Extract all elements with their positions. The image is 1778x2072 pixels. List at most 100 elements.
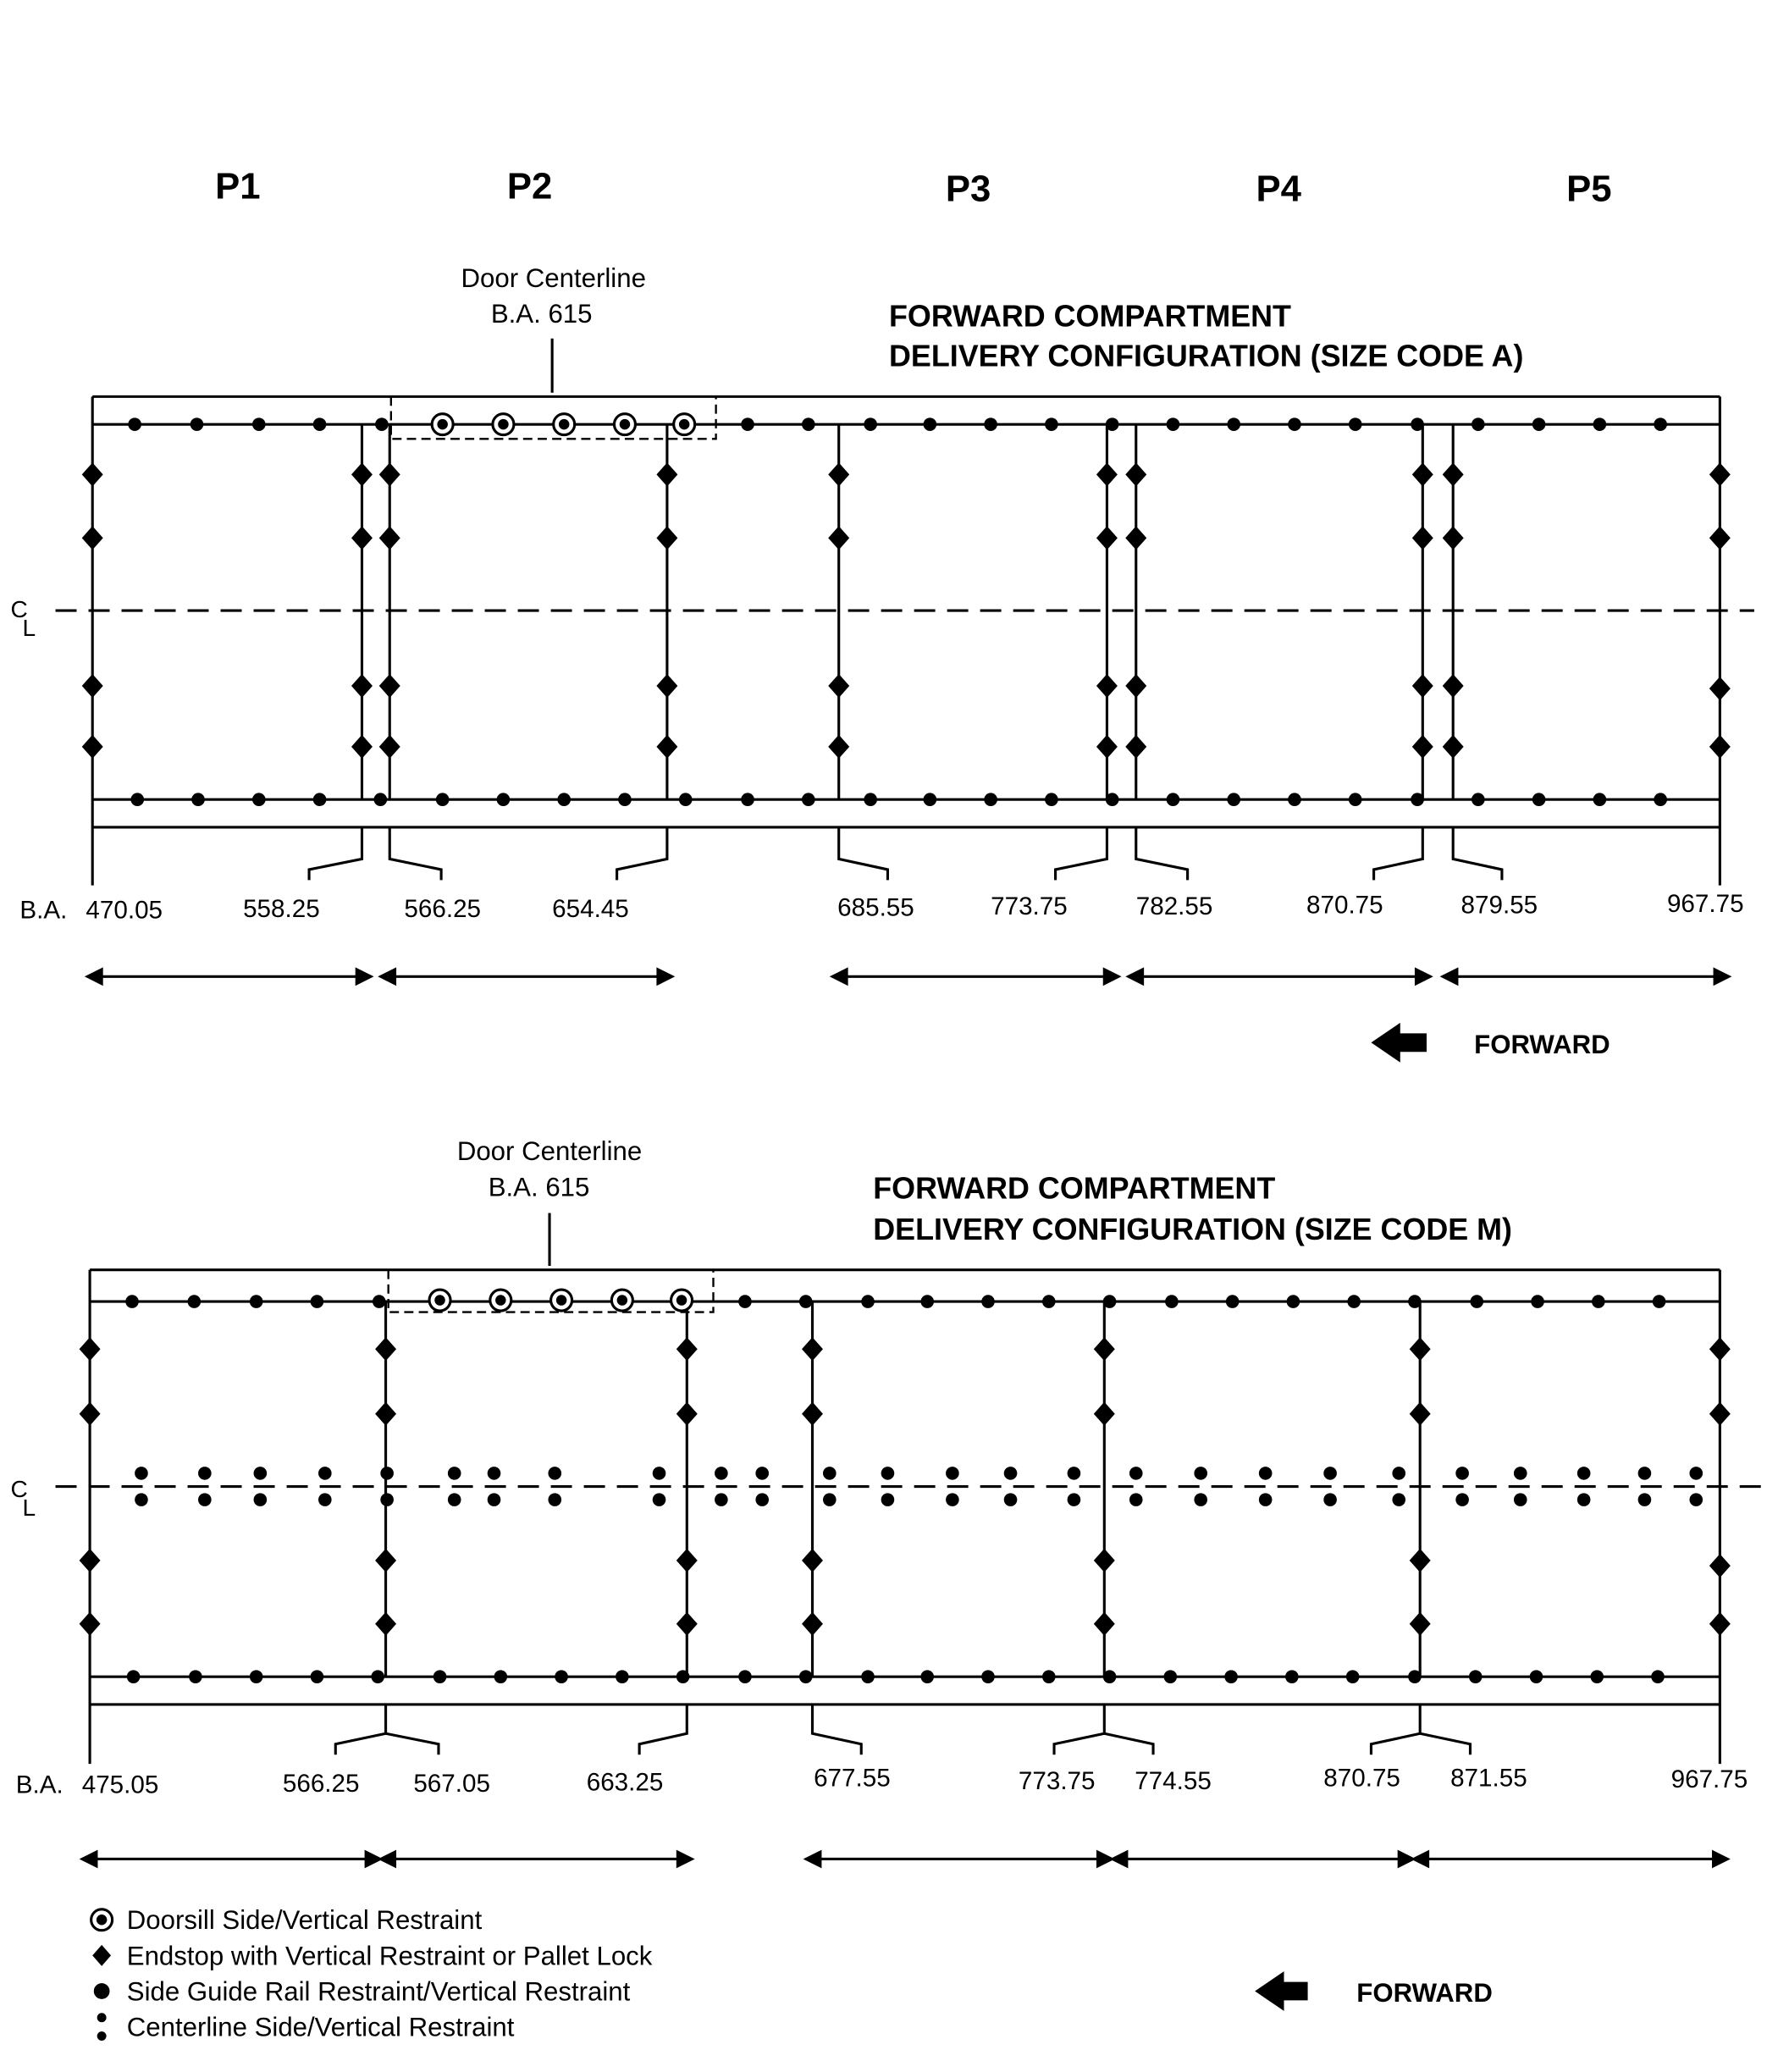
top-rail-restraints xyxy=(128,417,1667,431)
centerline-restraint-icon xyxy=(1003,1467,1018,1506)
doorsill-restraint-icon xyxy=(434,1295,445,1306)
centerline-restraint-icon xyxy=(755,1467,770,1506)
side-guide-rail-icon xyxy=(802,793,815,807)
side-guide-rail-icon xyxy=(920,1670,935,1683)
endstop-icon xyxy=(375,1401,397,1426)
side-guide-rail-icon xyxy=(1651,1670,1665,1683)
endstop-icon xyxy=(1442,674,1464,699)
side-guide-rail-icon xyxy=(1286,1295,1300,1308)
endstop-icon xyxy=(1125,674,1147,699)
side-guide-rail-icon xyxy=(1408,1670,1422,1683)
centerline-restraint-icon xyxy=(1576,1467,1591,1506)
station-leader xyxy=(837,826,889,881)
side-guide-rail-icon xyxy=(310,1670,324,1683)
station-value: 566.25 xyxy=(283,1770,360,1798)
station-leader xyxy=(1052,1704,1106,1755)
side-guide-rail-icon xyxy=(1225,1295,1240,1308)
endstop-icon xyxy=(1411,674,1433,699)
side-guide-rail-icon xyxy=(126,1670,141,1683)
station-value: 870.75 xyxy=(1306,891,1383,919)
endstop-icon xyxy=(1093,1548,1115,1572)
centerline-restraint-icon xyxy=(1323,1467,1337,1506)
side-guide-rail-icon xyxy=(251,793,266,807)
ba-prefix: B.A. xyxy=(16,1771,64,1798)
station-value: 470.05 xyxy=(86,897,163,925)
centerline-restraints xyxy=(135,1467,1703,1506)
station-value: 566.25 xyxy=(404,895,481,923)
side-guide-rail-icon xyxy=(1592,1295,1605,1308)
diagram-size-code-a: Door Centerline B.A. 615 FORWARD COMPART… xyxy=(10,263,1754,1063)
diagram-title-line2: DELIVERY CONFIGURATION (SIZE CODE A) xyxy=(889,339,1523,373)
side-guide-rail-icon xyxy=(375,417,389,431)
station-leaders xyxy=(334,1704,1472,1755)
endstop-icon xyxy=(1093,1401,1115,1426)
doorsill-restraint-group xyxy=(428,1288,694,1312)
station-value: 870.75 xyxy=(1323,1765,1400,1793)
centerline-restraint-icon xyxy=(447,1467,461,1506)
endstop-icon xyxy=(802,1337,823,1362)
side-guide-rail-icon xyxy=(1531,1295,1544,1308)
side-guide-rail-icon xyxy=(1348,417,1362,431)
pallet-span-arrow xyxy=(1411,1849,1731,1869)
side-guide-rail-icon xyxy=(981,1295,995,1308)
side-guide-rail-icon xyxy=(1529,1670,1543,1683)
endstop-icon xyxy=(378,674,400,699)
endstop-icon xyxy=(79,1337,101,1362)
endstop-icon xyxy=(1411,526,1433,550)
centerline-restraint-icon xyxy=(135,1467,148,1506)
doorsill-restraint-icon xyxy=(495,1295,506,1306)
position-label-p1: P1 xyxy=(215,165,260,207)
station-leader xyxy=(1372,826,1424,881)
legend-item: Centerline Side/Vertical Restraint xyxy=(97,2013,515,2042)
endstop-icon xyxy=(1442,462,1464,487)
side-guide-rail-icon xyxy=(93,1983,110,1999)
side-guide-rail-icon xyxy=(494,1670,508,1683)
station-value: 558.25 xyxy=(243,895,320,923)
side-guide-rail-icon xyxy=(741,793,754,807)
endstop-icon xyxy=(1709,526,1731,550)
centerline-symbol-l: L xyxy=(23,1495,36,1521)
position-labels: P1 P2 P3 P4 P5 xyxy=(215,165,1611,209)
pallet-span-arrow xyxy=(84,967,374,986)
diagram-size-code-m: Door Centerline B.A. 615 FORWARD COMPART… xyxy=(10,1136,1770,2011)
centerline-restraint-icon xyxy=(1392,1467,1406,1506)
side-guide-rail-icon xyxy=(1472,793,1485,807)
side-guide-rail-icon xyxy=(738,1295,752,1308)
side-guide-rail-icon xyxy=(861,1295,875,1308)
centerline-restraint-icon xyxy=(198,1467,212,1506)
position-label-p3: P3 xyxy=(946,168,991,209)
legend-label: Side Guide Rail Restraint/Vertical Restr… xyxy=(127,1976,631,2006)
endstop-icon xyxy=(1096,674,1118,699)
side-guide-rail-icon xyxy=(1045,793,1058,807)
endstop-icon xyxy=(1709,1611,1731,1636)
endstop-icon xyxy=(81,674,103,699)
endstop-icon xyxy=(676,1548,698,1572)
station-value: 773.75 xyxy=(1019,1767,1096,1795)
station-leader xyxy=(334,1704,388,1755)
side-guide-rail-icon xyxy=(496,793,511,807)
station-leader xyxy=(616,826,669,881)
station-leader xyxy=(307,826,364,881)
station-leader xyxy=(1369,1704,1422,1755)
endstop-icon xyxy=(81,462,103,487)
side-guide-rail-icon xyxy=(1348,793,1362,807)
side-guide-rail-icon xyxy=(616,1670,629,1683)
side-guide-rail-icon xyxy=(1163,1670,1178,1683)
centerline-restraint-icon xyxy=(1637,1467,1652,1506)
station-leader xyxy=(388,826,443,881)
endstop-icon xyxy=(378,462,400,487)
endstop-icon xyxy=(1409,1611,1431,1636)
side-guide-rail-icon xyxy=(802,417,815,431)
centerline-restraint-icon xyxy=(822,1467,837,1506)
station-value: 654.45 xyxy=(552,895,629,923)
side-guide-rail-icon xyxy=(741,417,754,431)
doorsill-restraint-icon xyxy=(437,418,448,430)
endstop-icon xyxy=(676,1337,698,1362)
side-guide-rail-icon xyxy=(1593,417,1607,431)
station-leader xyxy=(1103,1732,1155,1755)
side-guide-rail-icon xyxy=(1105,417,1119,431)
doorsill-restraint-icon xyxy=(555,1295,567,1306)
side-guide-rail-icon xyxy=(435,793,450,807)
side-guide-rail-icon xyxy=(251,417,266,431)
